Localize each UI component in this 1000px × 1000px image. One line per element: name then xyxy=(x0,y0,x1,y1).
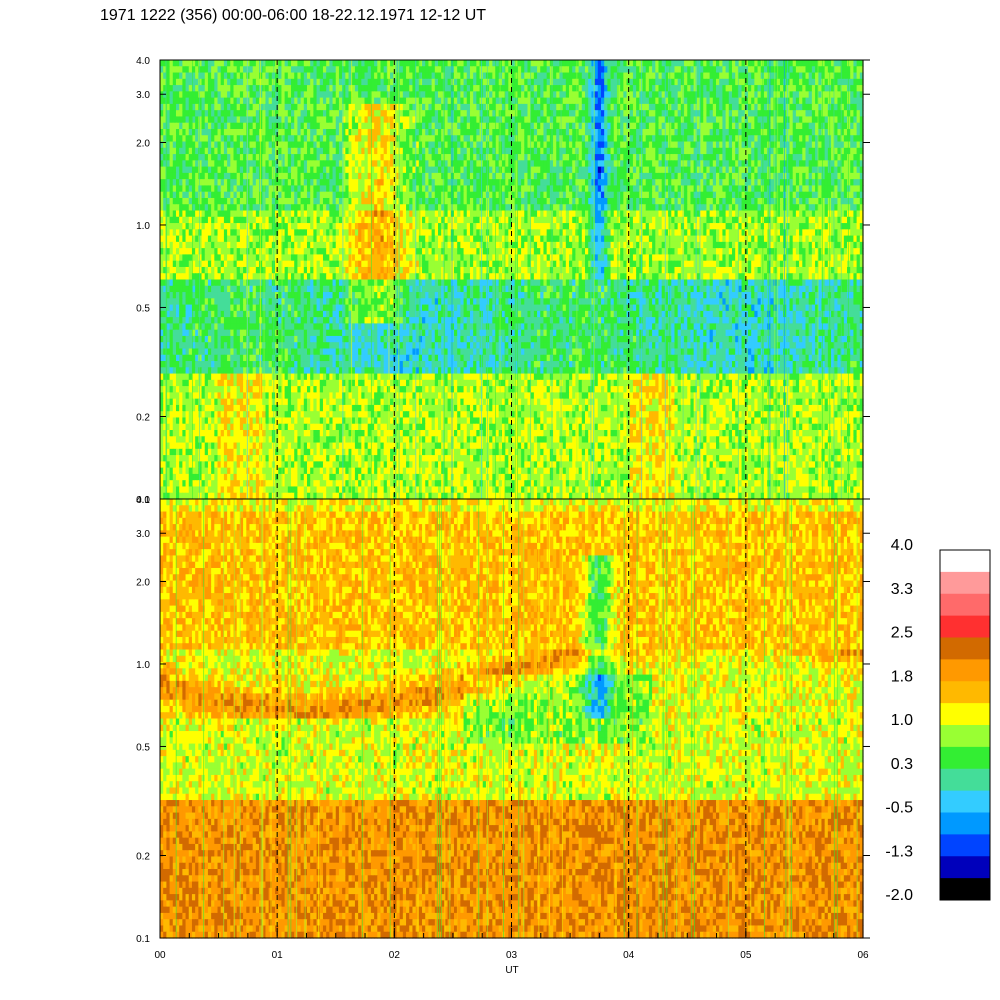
upper-spectrogram-panel: 0.10.20.51.02.03.04.0 xyxy=(136,56,870,506)
chart-title: 1971 1222 (356) 00:00-06:00 18-22.12.197… xyxy=(100,7,486,24)
